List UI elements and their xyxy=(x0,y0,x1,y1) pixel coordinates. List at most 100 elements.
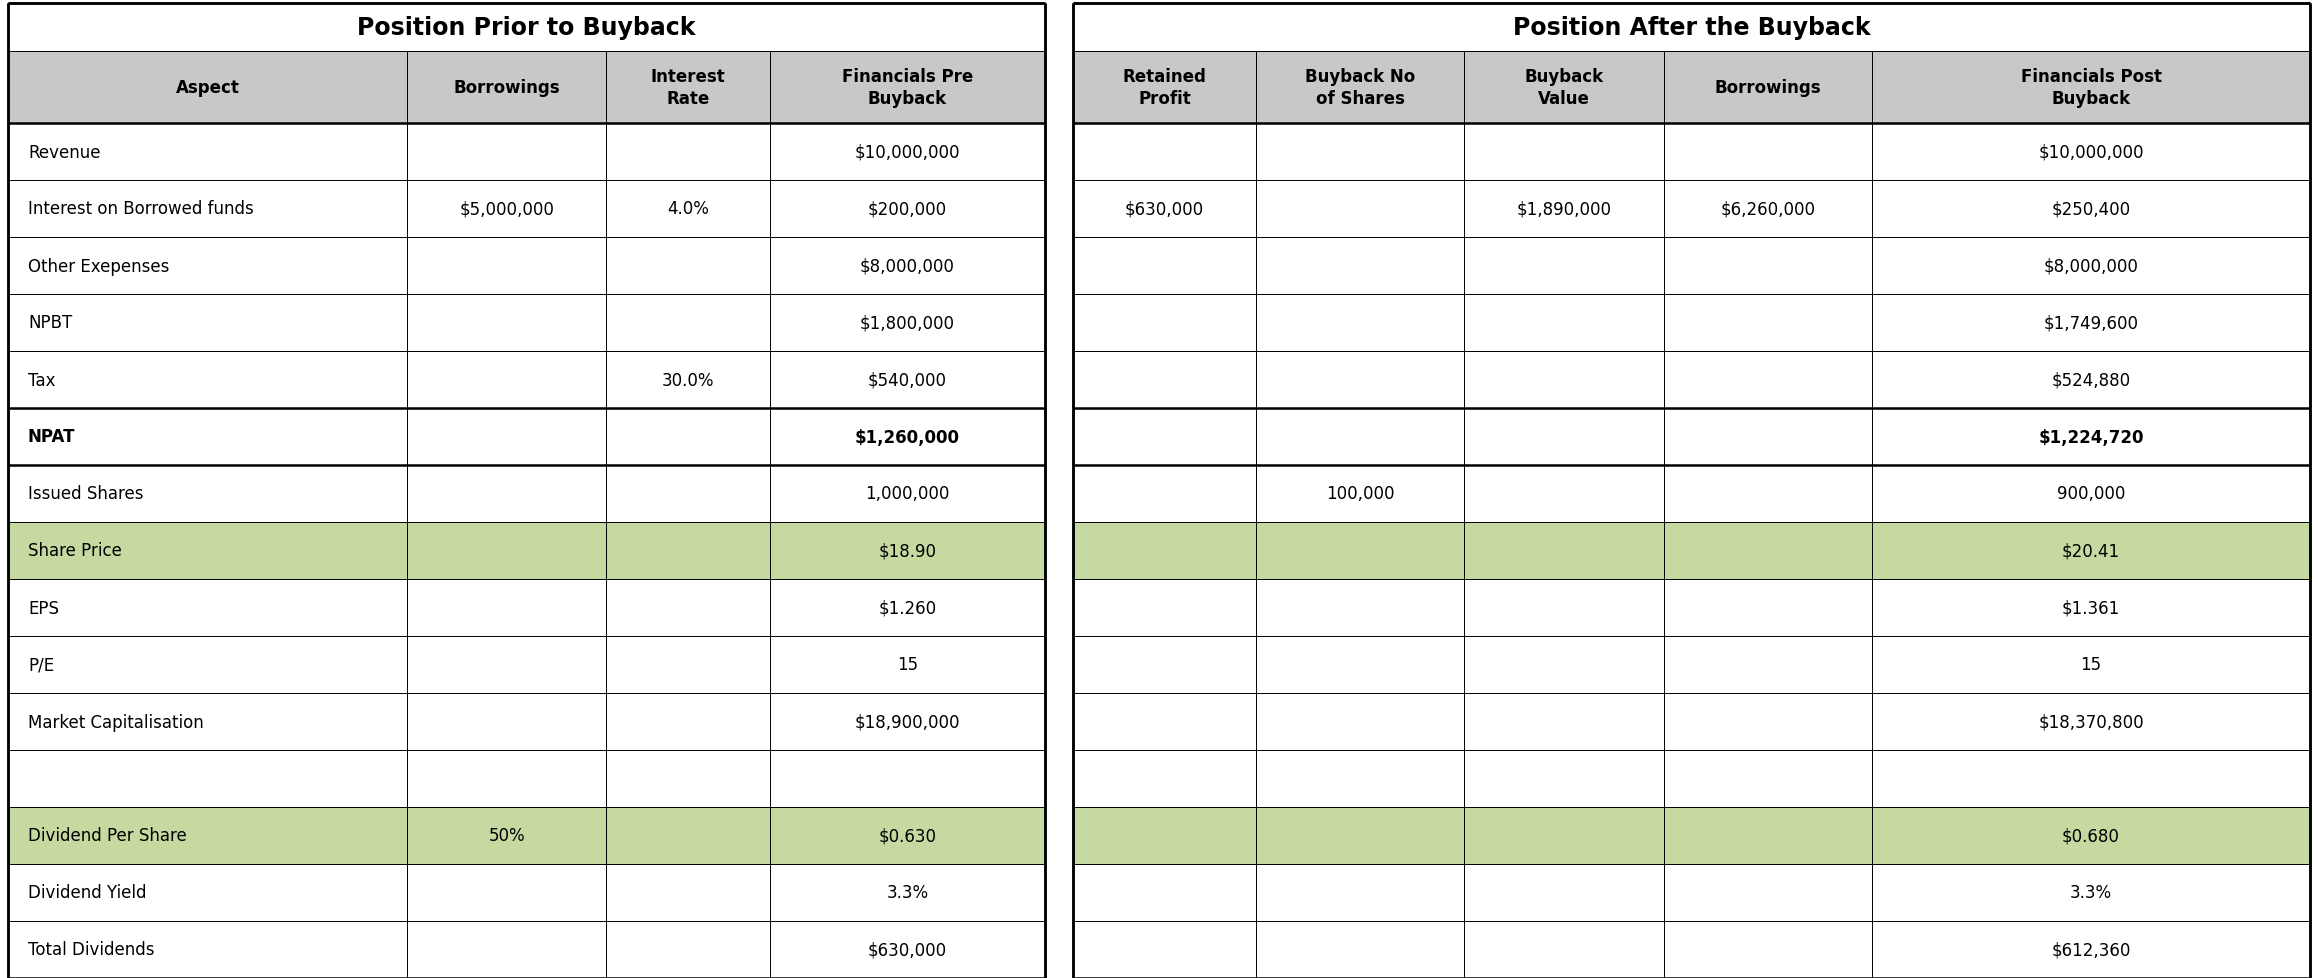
Text: $1.361: $1.361 xyxy=(2063,599,2121,617)
Text: 100,000: 100,000 xyxy=(1326,485,1393,503)
Text: 3.3%: 3.3% xyxy=(885,883,930,902)
Bar xyxy=(1256,294,1465,352)
Text: Retained
Profit: Retained Profit xyxy=(1122,67,1205,108)
Bar xyxy=(7,637,408,693)
Bar xyxy=(408,637,607,693)
Bar xyxy=(770,637,1045,693)
Text: EPS: EPS xyxy=(28,599,58,617)
Text: Position After the Buyback: Position After the Buyback xyxy=(1514,16,1871,40)
Bar xyxy=(607,807,770,865)
Bar xyxy=(770,693,1045,750)
Bar xyxy=(7,238,408,294)
Bar xyxy=(607,409,770,466)
Bar xyxy=(1664,352,1873,409)
Text: NPAT: NPAT xyxy=(28,428,76,446)
Bar xyxy=(1465,637,1664,693)
Bar xyxy=(408,693,607,750)
Bar xyxy=(607,865,770,921)
Bar xyxy=(607,522,770,579)
Bar xyxy=(1465,352,1664,409)
Bar xyxy=(607,466,770,522)
Bar xyxy=(1073,522,1256,579)
Bar xyxy=(408,750,607,807)
Bar xyxy=(1664,238,1873,294)
Bar xyxy=(1664,522,1873,579)
Bar xyxy=(1873,409,2311,466)
Text: $612,360: $612,360 xyxy=(2051,941,2130,958)
Bar xyxy=(1256,352,1465,409)
Text: $1,749,600: $1,749,600 xyxy=(2044,314,2140,333)
Bar xyxy=(1873,52,2311,124)
Bar xyxy=(7,124,408,181)
Text: P/E: P/E xyxy=(28,656,53,674)
Text: $20.41: $20.41 xyxy=(2063,542,2121,560)
Bar xyxy=(1073,807,1256,865)
Bar xyxy=(1664,693,1873,750)
Text: 4.0%: 4.0% xyxy=(668,200,709,218)
Text: Borrowings: Borrowings xyxy=(1715,79,1822,97)
Bar xyxy=(408,579,607,637)
Text: Aspect: Aspect xyxy=(176,79,239,97)
Bar xyxy=(7,921,408,978)
Bar xyxy=(770,52,1045,124)
Bar xyxy=(1664,409,1873,466)
Bar xyxy=(1465,294,1664,352)
Text: Financials Pre
Buyback: Financials Pre Buyback xyxy=(841,67,974,108)
Text: $630,000: $630,000 xyxy=(1124,200,1203,218)
Bar xyxy=(1073,750,1256,807)
Text: Other Exepenses: Other Exepenses xyxy=(28,257,169,275)
Bar xyxy=(7,181,408,238)
Text: Revenue: Revenue xyxy=(28,144,100,161)
Bar xyxy=(607,352,770,409)
Bar xyxy=(7,4,1045,52)
Bar xyxy=(1873,865,2311,921)
Bar xyxy=(7,409,408,466)
Bar xyxy=(1073,409,1256,466)
Text: $630,000: $630,000 xyxy=(867,941,948,958)
Text: 30.0%: 30.0% xyxy=(663,371,714,389)
Text: $6,260,000: $6,260,000 xyxy=(1720,200,1815,218)
Text: $1.260: $1.260 xyxy=(879,599,936,617)
Bar xyxy=(770,921,1045,978)
Bar xyxy=(408,921,607,978)
Bar xyxy=(1073,466,1256,522)
Bar xyxy=(1873,124,2311,181)
Bar xyxy=(1873,522,2311,579)
Bar xyxy=(607,52,770,124)
Bar xyxy=(408,409,607,466)
Text: $1,224,720: $1,224,720 xyxy=(2038,428,2144,446)
Bar xyxy=(1073,52,1256,124)
Text: $18.90: $18.90 xyxy=(879,542,936,560)
Bar xyxy=(607,294,770,352)
Bar xyxy=(770,124,1045,181)
Bar xyxy=(1465,409,1664,466)
Text: Interest on Borrowed funds: Interest on Borrowed funds xyxy=(28,200,253,218)
Text: 15: 15 xyxy=(2082,656,2102,674)
Bar xyxy=(770,865,1045,921)
Bar xyxy=(1256,750,1465,807)
Bar xyxy=(408,522,607,579)
Bar xyxy=(770,807,1045,865)
Bar xyxy=(1664,124,1873,181)
Bar xyxy=(607,921,770,978)
Bar xyxy=(607,238,770,294)
Text: $10,000,000: $10,000,000 xyxy=(2038,144,2144,161)
Bar xyxy=(1073,238,1256,294)
Bar xyxy=(1073,352,1256,409)
Bar xyxy=(7,865,408,921)
Bar xyxy=(1256,466,1465,522)
Bar xyxy=(770,466,1045,522)
Bar xyxy=(7,693,408,750)
Bar xyxy=(408,294,607,352)
Bar xyxy=(1465,921,1664,978)
Bar xyxy=(1465,522,1664,579)
Text: $250,400: $250,400 xyxy=(2051,200,2130,218)
Bar xyxy=(1256,522,1465,579)
Text: $0.630: $0.630 xyxy=(879,826,936,845)
Bar xyxy=(1256,865,1465,921)
Text: Dividend Per Share: Dividend Per Share xyxy=(28,826,188,845)
Text: 50%: 50% xyxy=(489,826,526,845)
Text: $18,900,000: $18,900,000 xyxy=(855,713,960,731)
Text: Dividend Yield: Dividend Yield xyxy=(28,883,146,902)
Bar xyxy=(1465,579,1664,637)
